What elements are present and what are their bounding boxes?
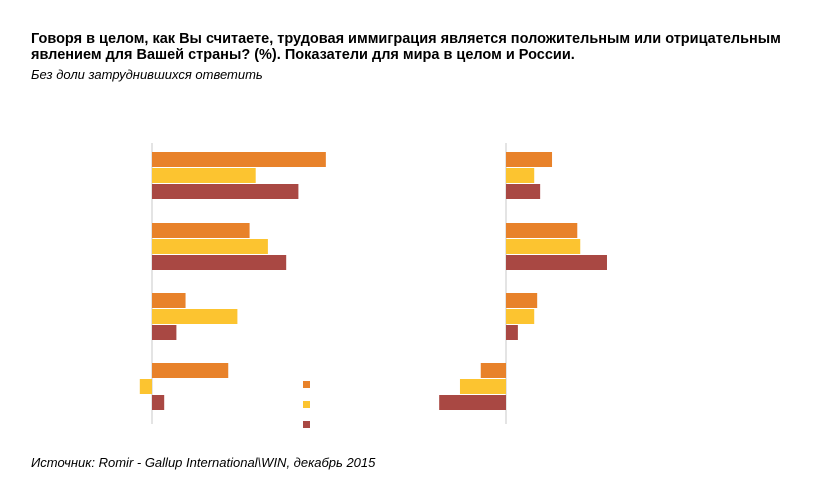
- bar-2005: [152, 395, 165, 410]
- legend-swatch-2015: [303, 381, 310, 388]
- bar-2015: [506, 293, 538, 308]
- bar-2005: [152, 255, 287, 270]
- bar-2012: [459, 379, 506, 394]
- source-note: Источник: Romir - Gallup International\W…: [31, 455, 376, 470]
- bar-2005: [439, 395, 506, 410]
- bar-2015: [152, 293, 186, 308]
- bar-2015: [480, 363, 506, 378]
- bar-2015: [506, 223, 578, 238]
- bar-2005: [506, 255, 607, 270]
- bar-2015: [506, 152, 553, 167]
- legend-swatch-2005: [303, 421, 310, 428]
- chart-title: Говоря в целом, как Вы считаете, трудова…: [31, 31, 781, 63]
- bar-2015: [152, 363, 229, 378]
- bar-2005: [506, 325, 518, 340]
- bar-2012: [506, 309, 535, 324]
- bar-2005: [152, 325, 177, 340]
- bar-2012: [152, 239, 268, 254]
- bar-2012: [139, 379, 152, 394]
- bar-2015: [152, 223, 250, 238]
- bar-2012: [152, 309, 238, 324]
- bar-2005: [506, 184, 541, 199]
- bar-2015: [152, 152, 326, 167]
- legend-swatch-2012: [303, 401, 310, 408]
- bar-2012: [152, 168, 256, 183]
- bar-2012: [506, 168, 535, 183]
- bar-2005: [152, 184, 299, 199]
- chart-subtitle: Без доли затруднившихся ответить: [31, 67, 263, 82]
- bar-2012: [506, 239, 581, 254]
